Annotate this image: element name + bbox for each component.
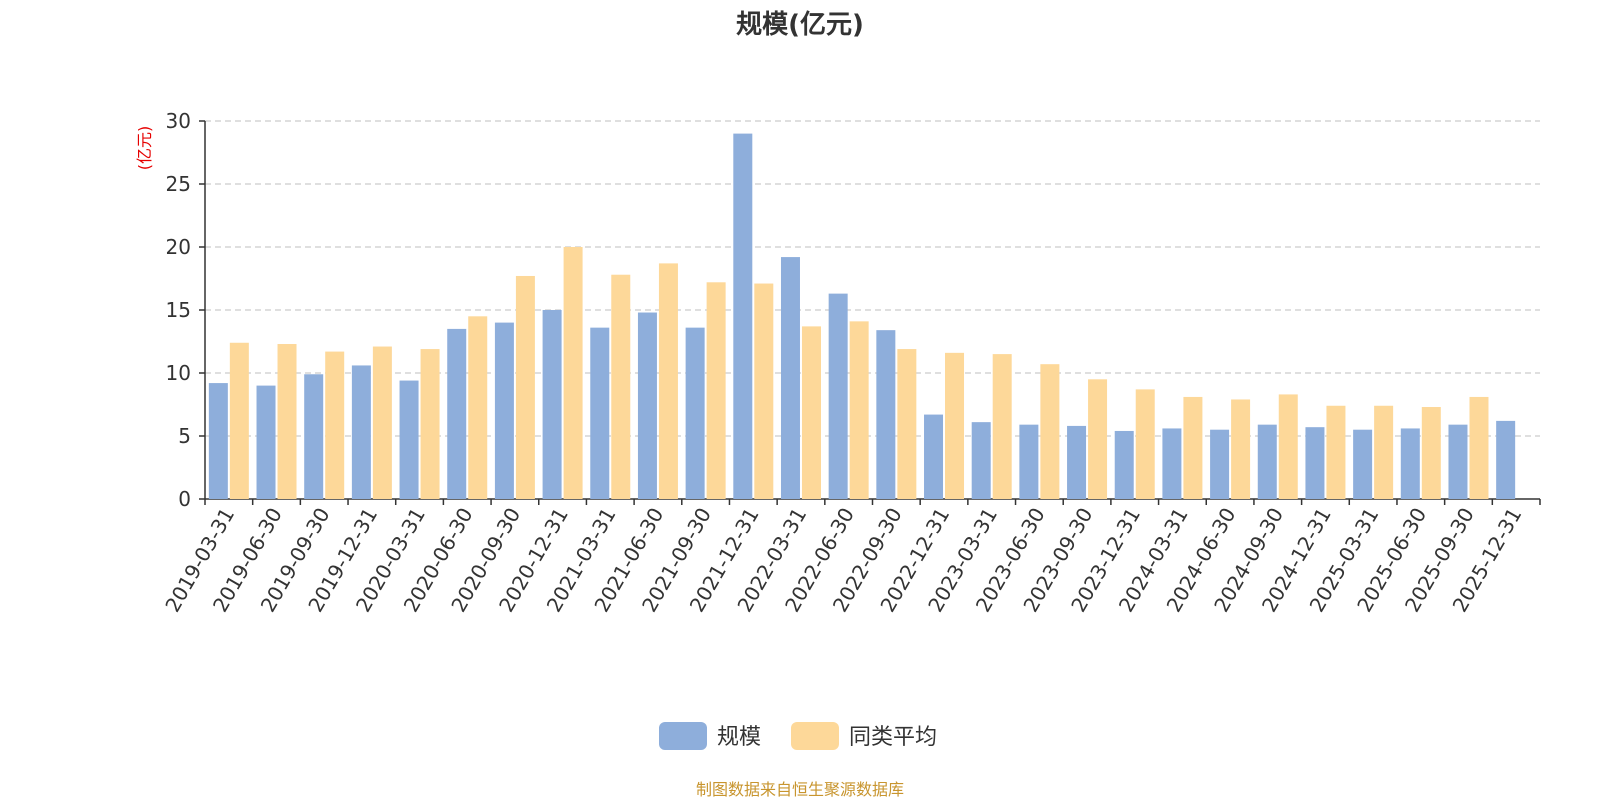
bar-scale-2020-12-31[interactable] [542, 310, 562, 499]
y-tick-label-25: 25 [166, 172, 191, 196]
bar-peer-average-2019-09-30[interactable] [325, 351, 345, 499]
bar-scale-2022-03-31[interactable] [780, 257, 800, 499]
bar-scale-2025-12-31[interactable] [1496, 420, 1516, 499]
bar-scale-2022-06-30[interactable] [828, 293, 848, 499]
bar-layer [208, 133, 1516, 499]
bar-scale-2023-12-31[interactable] [1114, 430, 1134, 499]
bar-scale-2019-06-30[interactable] [256, 385, 276, 499]
data-source-note: 制图数据来自恒生聚源数据库 [696, 780, 904, 799]
bar-peer-average-2023-03-31[interactable] [992, 354, 1012, 499]
bar-scale-2024-09-30[interactable] [1257, 424, 1277, 499]
bar-scale-2020-09-30[interactable] [494, 322, 514, 499]
bar-scale-2019-09-30[interactable] [304, 374, 324, 499]
bar-peer-average-2025-03-31[interactable] [1374, 405, 1394, 499]
bar-scale-2020-06-30[interactable] [447, 328, 467, 499]
bar-peer-average-2022-03-31[interactable] [801, 326, 821, 499]
bar-peer-average-2019-12-31[interactable] [372, 346, 392, 499]
legend[interactable]: 规模 同类平均 [659, 722, 937, 750]
bar-scale-2021-06-30[interactable] [637, 312, 657, 499]
bar-peer-average-2020-06-30[interactable] [468, 316, 488, 499]
bar-peer-average-2021-06-30[interactable] [658, 263, 678, 499]
bar-peer-average-2021-12-31[interactable] [754, 283, 774, 499]
bar-peer-average-2024-09-30[interactable] [1278, 394, 1298, 499]
y-axis-unit-label: (亿元) [135, 126, 154, 171]
bar-scale-2019-12-31[interactable] [351, 365, 371, 499]
bar-scale-2024-12-31[interactable] [1305, 427, 1325, 499]
bar-peer-average-2024-12-31[interactable] [1326, 405, 1346, 499]
y-tick-label-30: 30 [166, 109, 191, 133]
bar-peer-average-2024-03-31[interactable] [1183, 396, 1203, 499]
legend-item-scale[interactable]: 规模 [659, 722, 761, 750]
bar-peer-average-2025-09-30[interactable] [1469, 396, 1489, 499]
x-tick-labels: 2019-03-312019-06-302019-09-302019-12-31… [160, 504, 1526, 617]
bar-peer-average-2019-03-31[interactable] [229, 342, 249, 499]
bar-peer-average-2023-06-30[interactable] [1040, 364, 1060, 499]
bar-scale-2022-09-30[interactable] [876, 330, 896, 499]
bar-peer-average-2022-09-30[interactable] [897, 349, 917, 499]
bar-peer-average-2020-03-31[interactable] [420, 349, 440, 499]
bar-scale-2021-09-30[interactable] [685, 327, 705, 499]
bar-peer-average-2024-06-30[interactable] [1231, 399, 1251, 499]
bar-scale-2022-12-31[interactable] [924, 414, 944, 499]
bar-peer-average-2020-12-31[interactable] [563, 247, 583, 499]
bar-peer-average-2022-06-30[interactable] [849, 321, 869, 499]
bar-scale-2025-06-30[interactable] [1400, 428, 1420, 499]
bar-scale-2025-09-30[interactable] [1448, 424, 1468, 499]
bar-scale-2023-03-31[interactable] [971, 422, 991, 499]
bar-peer-average-2023-09-30[interactable] [1088, 379, 1108, 499]
bar-peer-average-2021-09-30[interactable] [706, 282, 726, 499]
bar-scale-2024-06-30[interactable] [1210, 429, 1230, 499]
y-tick-label-10: 10 [166, 361, 191, 385]
legend-item-peer-average[interactable]: 同类平均 [791, 722, 937, 750]
chart-title: 规模(亿元) [736, 10, 864, 40]
bar-scale-2024-03-31[interactable] [1162, 428, 1182, 499]
y-tick-label-0: 0 [178, 487, 191, 511]
bar-peer-average-2025-06-30[interactable] [1421, 407, 1441, 499]
bar-scale-2021-03-31[interactable] [590, 327, 610, 499]
legend-swatch [791, 722, 839, 750]
bar-peer-average-2022-12-31[interactable] [945, 352, 965, 499]
bar-scale-2025-03-31[interactable] [1353, 429, 1373, 499]
bar-peer-average-2020-09-30[interactable] [515, 275, 535, 499]
bar-scale-2020-03-31[interactable] [399, 380, 419, 499]
legend-label: 规模 [717, 725, 761, 750]
legend-swatch [659, 722, 707, 750]
bar-scale-2021-12-31[interactable] [733, 133, 753, 499]
y-tick-label-5: 5 [178, 424, 191, 448]
bar-peer-average-2023-12-31[interactable] [1135, 389, 1155, 499]
legend-label: 同类平均 [849, 725, 937, 750]
bar-scale-2023-09-30[interactable] [1067, 425, 1087, 499]
bar-scale-2019-03-31[interactable] [208, 383, 228, 499]
bar-peer-average-2021-03-31[interactable] [611, 274, 631, 499]
y-tick-label-15: 15 [166, 298, 191, 322]
y-tick-label-20: 20 [166, 235, 191, 259]
bar-peer-average-2019-06-30[interactable] [277, 344, 297, 499]
bar-scale-2023-06-30[interactable] [1019, 424, 1039, 499]
